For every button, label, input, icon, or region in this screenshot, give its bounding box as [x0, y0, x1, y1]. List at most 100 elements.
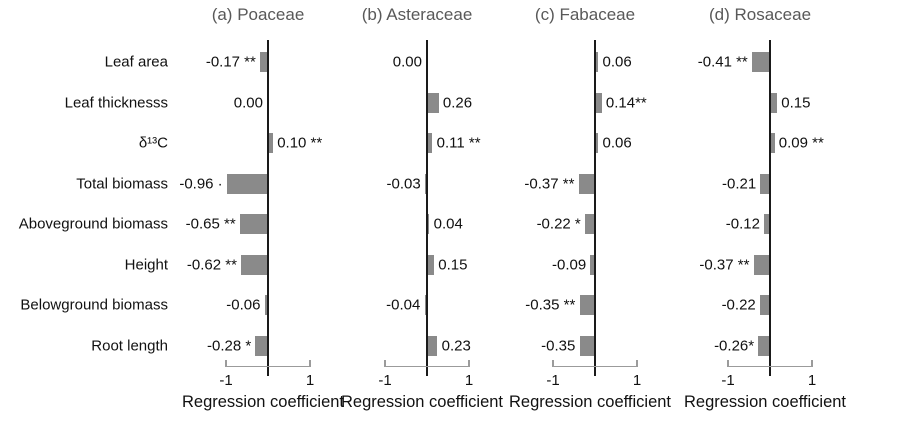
value-label: 0.00: [392, 53, 422, 71]
value-label: -0.62 **: [186, 256, 237, 273]
bar: [578, 173, 595, 194]
category-label: Total biomass: [76, 175, 168, 192]
bar: [427, 92, 439, 113]
value-label: 0.00: [233, 94, 263, 111]
x-tick-label: 1: [464, 372, 474, 389]
x-axis-line: [728, 366, 812, 368]
x-axis-title: Regression coefficient: [508, 393, 672, 411]
bar: [758, 335, 770, 356]
panel-title: (c) Fabaceae: [534, 5, 636, 24]
x-axis-title: Regression coefficient: [683, 393, 847, 411]
value-label: 0.11 **: [436, 134, 481, 152]
value-label: -0.28 *: [207, 337, 252, 354]
bar: [760, 173, 770, 194]
value-label: 0.06: [602, 53, 632, 71]
bar: [268, 133, 273, 153]
value-label: -0.96 ·: [179, 175, 223, 192]
bar: [579, 335, 595, 356]
x-axis-tick: [552, 359, 554, 367]
x-axis-tick: [468, 359, 470, 367]
bar: [760, 295, 770, 315]
bar: [752, 52, 770, 72]
value-label: -0.03: [386, 175, 421, 192]
bar: [585, 214, 595, 234]
bar: [595, 133, 599, 153]
bar: [427, 254, 435, 275]
value-label: 0.09 **: [778, 134, 824, 152]
value-label: 0.10 **: [277, 134, 323, 152]
value-label: 0.26: [442, 94, 473, 111]
category-label: Aboveground biomass: [18, 215, 168, 233]
value-label: -0.06: [226, 296, 261, 314]
value-label: -0.35 **: [525, 296, 576, 314]
bar: [424, 173, 427, 194]
x-tick-label: -1: [721, 372, 735, 389]
value-label: -0.21: [721, 175, 757, 192]
category-label: Height: [124, 256, 168, 273]
bar: [424, 295, 427, 315]
value-label: -0.09: [552, 256, 587, 273]
bar: [255, 335, 268, 356]
value-label: -0.22: [721, 296, 756, 314]
value-label: 0.04: [433, 215, 463, 233]
bar: [595, 52, 599, 72]
category-label: δ¹³C: [138, 134, 168, 152]
bar: [260, 52, 268, 72]
panel-title: (b) Asteraceae: [361, 5, 473, 24]
x-axis-line: [553, 366, 637, 368]
bar: [427, 335, 438, 356]
x-axis-line: [226, 366, 310, 368]
value-label: -0.37 **: [699, 256, 750, 273]
bar: [590, 254, 595, 275]
value-label: -0.35: [541, 337, 576, 354]
x-tick-label: 1: [807, 372, 817, 389]
x-axis-line: [385, 366, 469, 368]
bar: [770, 133, 775, 153]
value-label: -0.12: [725, 215, 760, 233]
bar: [239, 214, 268, 234]
panel-title: (a) Poaceae: [211, 5, 305, 24]
bar: [241, 254, 268, 275]
value-label: -0.17 **: [205, 53, 256, 71]
bar: [427, 214, 430, 234]
zero-line: [267, 40, 269, 376]
value-label: 0.15: [781, 94, 811, 111]
value-label: -0.65 **: [185, 215, 236, 233]
x-axis-title: Regression coefficient: [181, 393, 345, 411]
x-tick-label: -1: [378, 372, 392, 389]
x-axis-tick: [811, 359, 813, 367]
bar: [753, 254, 770, 275]
bar: [770, 92, 778, 113]
value-label: -0.04: [386, 296, 421, 314]
bar: [764, 214, 770, 234]
category-label: Leaf thicknesss: [64, 94, 168, 111]
category-label: Belowground biomass: [20, 296, 168, 314]
category-label: Leaf area: [104, 53, 168, 71]
value-label: -0.22 *: [536, 215, 581, 233]
value-label: 0.06: [602, 134, 632, 152]
x-axis-tick: [225, 359, 227, 367]
value-label: -0.37 **: [524, 175, 575, 192]
zero-line: [426, 40, 428, 376]
bar: [595, 92, 602, 113]
x-axis-title: Regression coefficient: [340, 393, 504, 411]
x-tick-label: -1: [219, 372, 233, 389]
panel-title: (d) Rosaceae: [708, 5, 812, 24]
value-label: 0.23: [441, 337, 471, 354]
x-axis-tick: [309, 359, 311, 367]
bar: [226, 173, 268, 194]
bar: [427, 133, 433, 153]
bar: [579, 295, 595, 315]
x-axis-tick: [636, 359, 638, 367]
zero-line: [594, 40, 596, 376]
zero-line: [769, 40, 771, 376]
x-axis-tick: [727, 359, 729, 367]
category-label: Root length: [91, 337, 168, 354]
x-tick-label: -1: [546, 372, 560, 389]
value-label: -0.26*: [714, 337, 755, 354]
x-tick-label: 1: [632, 372, 642, 389]
value-label: -0.41 **: [697, 53, 748, 71]
x-tick-label: 1: [305, 372, 315, 389]
bar: [264, 295, 268, 315]
